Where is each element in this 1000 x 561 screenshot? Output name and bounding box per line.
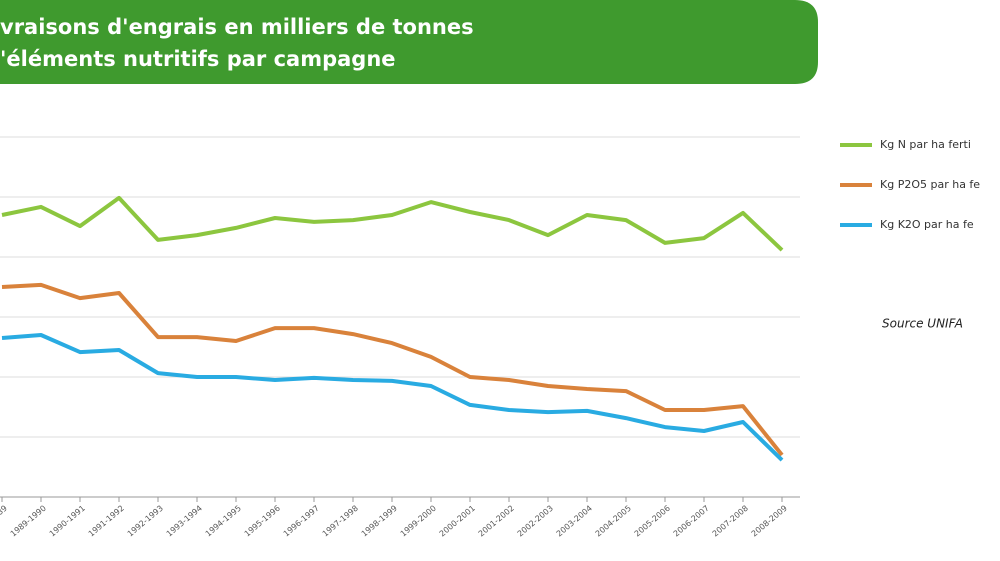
x-tick-label: 1994-1995 bbox=[204, 504, 243, 539]
x-tick-label: 1988-1989 bbox=[0, 504, 9, 539]
x-tick-label: 1992-1993 bbox=[126, 504, 165, 539]
x-tick-label: 1996-1997 bbox=[282, 504, 321, 539]
legend-label: Kg P2O5 par ha fe bbox=[880, 178, 980, 191]
x-tick-label: 1989-1990 bbox=[9, 504, 48, 539]
x-tick-label: 1999-2000 bbox=[399, 504, 438, 539]
title-banner bbox=[0, 0, 818, 84]
series-line bbox=[1, 282, 784, 457]
x-tick-label: 2004-2005 bbox=[594, 504, 633, 539]
x-tick-label: 1993-1994 bbox=[165, 504, 204, 539]
x-tick-label: 2001-2002 bbox=[477, 504, 516, 539]
x-tick-label: 1995-1996 bbox=[243, 504, 282, 539]
x-tick-label: 2006-2007 bbox=[672, 504, 711, 539]
legend-label: Kg K2O par ha fe bbox=[880, 218, 974, 231]
chart-title: 'éléments nutritifs par campagne bbox=[0, 47, 396, 71]
x-tick-label: 2008-2009 bbox=[750, 504, 789, 539]
x-tick-label: 1997-1998 bbox=[321, 504, 360, 539]
source: Source UNIFA bbox=[882, 317, 963, 331]
x-tick-label: 2000-2001 bbox=[438, 504, 477, 539]
legend-label: Kg N par ha ferti bbox=[880, 138, 971, 151]
series-line bbox=[1, 195, 784, 252]
x-tick-label: 2007-2008 bbox=[711, 504, 750, 539]
x-tick-label: 1990-1991 bbox=[48, 504, 87, 539]
x-tick-label: 2002-2003 bbox=[516, 504, 555, 539]
x-tick-label: 1991-1992 bbox=[87, 504, 126, 539]
x-tick-label: 1998-1999 bbox=[360, 504, 399, 539]
chart-title: vraisons d'engrais en milliers de tonnes bbox=[0, 15, 474, 39]
x-tick-label: 2005-2006 bbox=[633, 504, 672, 539]
series-line bbox=[1, 333, 784, 462]
x-tick-label: 2003-2004 bbox=[555, 504, 594, 539]
